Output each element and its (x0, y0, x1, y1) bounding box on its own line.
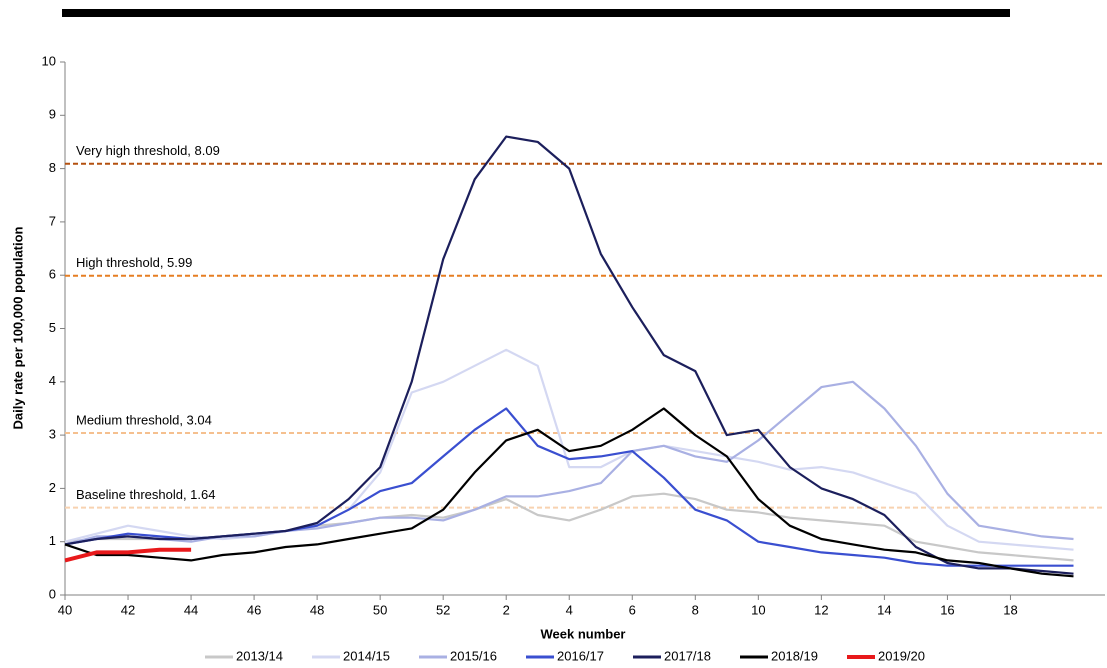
legend-label: 2019/20 (878, 648, 925, 663)
x-tick-label: 16 (940, 602, 954, 617)
y-tick-label: 4 (49, 373, 56, 388)
y-tick-label: 3 (49, 427, 56, 442)
x-tick-label: 8 (692, 602, 699, 617)
x-tick-label: 44 (184, 602, 198, 617)
threshold-label: Baseline threshold, 1.64 (76, 487, 215, 502)
legend-label: 2016/17 (557, 648, 604, 663)
threshold-label: Medium threshold, 3.04 (76, 412, 212, 427)
legend-label: 2014/15 (343, 648, 390, 663)
x-tick-label: 40 (58, 602, 72, 617)
legend-label: 2013/14 (236, 648, 283, 663)
x-tick-label: 18 (1003, 602, 1017, 617)
legend-label: 2017/18 (664, 648, 711, 663)
y-tick-label: 8 (49, 160, 56, 175)
legend-label: 2018/19 (771, 648, 818, 663)
header-bar (62, 9, 1010, 17)
series-line (64, 407, 1074, 578)
series-line (64, 135, 1074, 575)
x-axis-title: Week number (540, 626, 625, 641)
x-tick-label: 6 (629, 602, 636, 617)
x-tick-label: 52 (436, 602, 450, 617)
x-tick-label: 14 (877, 602, 891, 617)
y-tick-label: 5 (49, 320, 56, 335)
y-tick-label: 2 (49, 480, 56, 495)
y-tick-label: 6 (49, 267, 56, 282)
y-tick-label: 0 (49, 586, 56, 601)
y-tick-label: 9 (49, 107, 56, 122)
legend-label: 2015/16 (450, 648, 497, 663)
series-line (64, 348, 1074, 551)
x-tick-label: 50 (373, 602, 387, 617)
threshold-label: Very high threshold, 8.09 (76, 143, 220, 158)
y-tick-label: 7 (49, 213, 56, 228)
x-tick-label: 42 (121, 602, 135, 617)
x-tick-label: 48 (310, 602, 324, 617)
series-line (64, 547, 192, 563)
threshold-label: High threshold, 5.99 (76, 255, 192, 270)
x-tick-label: 46 (247, 602, 261, 617)
y-axis-title: Daily rate per 100,000 population (10, 226, 25, 429)
y-tick-label: 1 (49, 533, 56, 548)
x-tick-label: 12 (814, 602, 828, 617)
x-tick-label: 10 (751, 602, 765, 617)
y-tick-label: 10 (42, 53, 56, 68)
x-tick-label: 2 (503, 602, 510, 617)
x-tick-label: 4 (566, 602, 573, 617)
